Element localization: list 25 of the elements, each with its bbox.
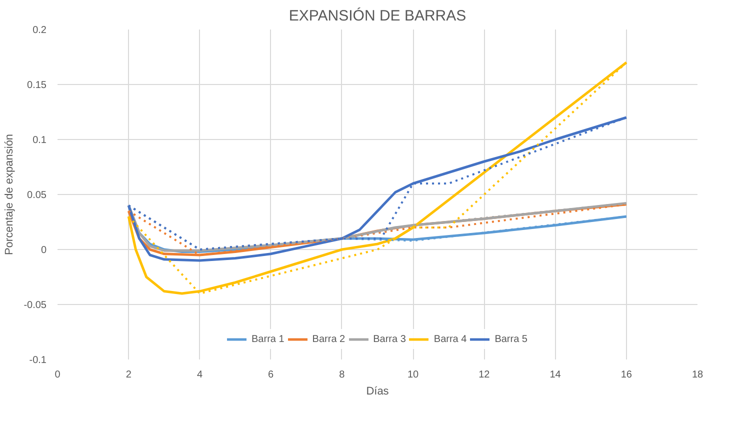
legend-label: Barra 2 [312, 334, 346, 344]
x-tick-label: 6 [268, 370, 274, 380]
y-tick-label: 0.05 [27, 190, 47, 201]
y-tick-label: 0.1 [32, 135, 47, 146]
x-tick-label: 2 [126, 370, 132, 380]
y-tick-label: -0.05 [24, 300, 47, 311]
y-tick-label: -0.1 [29, 355, 47, 366]
x-tick-label: 18 [692, 370, 704, 380]
legend-label: Barra 1 [252, 334, 284, 344]
y-tick-label: 0 [40, 245, 47, 256]
y-tick-label: 0.15 [27, 80, 47, 91]
y-axis-title: Porcentaje de expansión [4, 134, 16, 256]
x-tick-label: 14 [550, 370, 562, 380]
x-axis-title: Días [366, 386, 390, 398]
legend-label: Barra 4 [434, 334, 467, 344]
legend-label: Barra 3 [373, 334, 406, 344]
chart-title: EXPANSIÓN DE BARRAS [288, 6, 466, 24]
x-tick-label: 12 [478, 370, 490, 380]
x-tick-label: 10 [407, 370, 420, 380]
x-tick-label: 16 [620, 370, 632, 380]
x-tick-label: 0 [54, 370, 61, 380]
legend-label: Barra 5 [494, 334, 528, 344]
x-tick-label: 4 [196, 370, 203, 380]
y-tick-label: 0.2 [32, 25, 47, 36]
x-tick-label: 8 [339, 370, 346, 380]
